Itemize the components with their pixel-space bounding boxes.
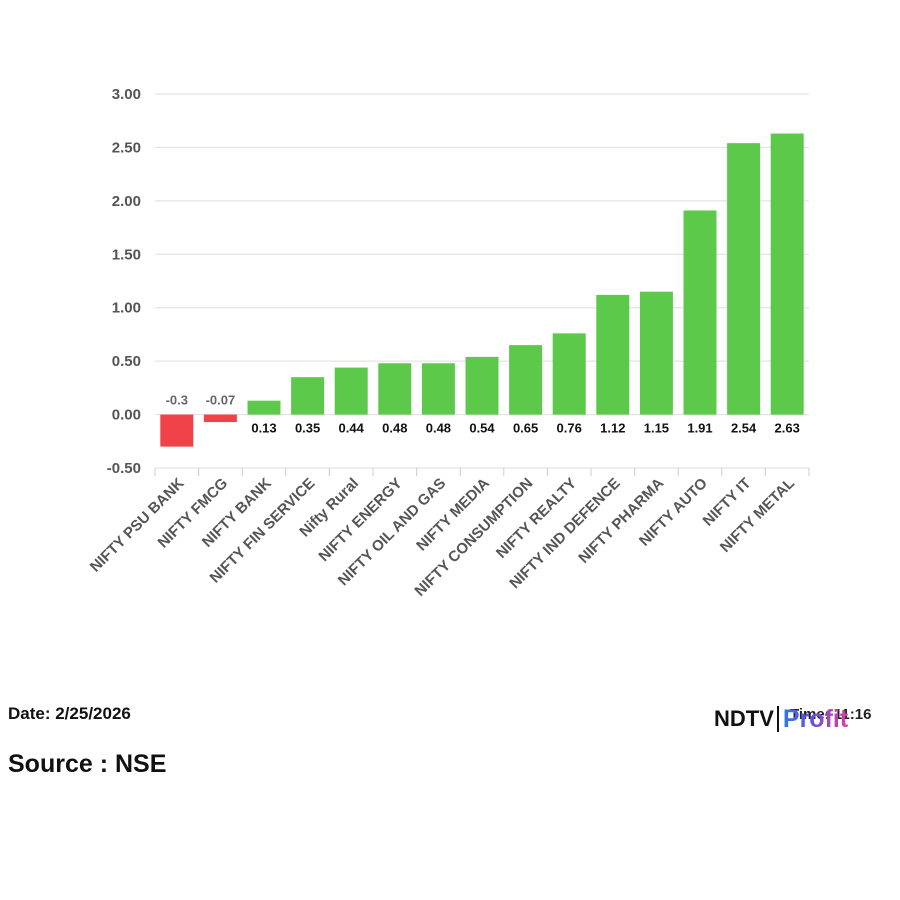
- y-tick-label: -0.50: [107, 460, 141, 477]
- bar: [727, 143, 761, 415]
- y-tick-label: 1.00: [112, 300, 141, 317]
- data-label: -0.3: [166, 393, 188, 408]
- data-label: 0.35: [295, 421, 320, 436]
- time-label: Time: 11:16: [790, 706, 872, 723]
- bars: [160, 133, 804, 447]
- ndtv-profit-logo: NDTV Profit: [714, 702, 848, 736]
- bar: [596, 294, 630, 415]
- bar: [683, 210, 717, 415]
- y-tick-label: 3.00: [112, 86, 141, 103]
- y-tick-label: 2.50: [112, 139, 141, 156]
- data-label: 0.44: [339, 421, 365, 436]
- bar: [552, 333, 586, 415]
- y-tick-label: 2.00: [112, 193, 141, 210]
- logo-separator: [776, 706, 779, 732]
- y-tick-label: 1.50: [112, 246, 141, 263]
- data-labels: -0.3 -0.07 0.13 0.35 0.44 0.48 0.48 0.54 0.65 0.7…: [166, 393, 800, 436]
- data-label: 0.48: [426, 421, 451, 436]
- bar: [378, 363, 412, 415]
- bar: [203, 414, 237, 423]
- bar: [770, 133, 804, 415]
- data-label: 2.54: [731, 421, 757, 436]
- data-label: 2.63: [775, 421, 800, 436]
- y-tick-label: 0.00: [112, 407, 141, 424]
- data-label: 0.54: [469, 421, 495, 436]
- data-label: -0.07: [206, 393, 236, 408]
- data-label: 1.15: [644, 421, 669, 436]
- bar: [160, 414, 194, 447]
- logo-profit-text: Profit: [782, 704, 849, 733]
- date-label: Date: 2/25/2026: [8, 704, 131, 723]
- bar: [509, 345, 543, 415]
- y-tick-label: 0.50: [112, 353, 141, 370]
- bar: [421, 363, 455, 415]
- bar: [465, 356, 499, 415]
- source-label: Source : NSE: [8, 750, 167, 778]
- bar-chart: 3.002.502.001.501.000.500.00-0.50 -0.3 -0…: [87, 86, 810, 600]
- bar: [639, 291, 673, 415]
- y-axis-tick-labels: 3.00 2.50 2.00 1.50 1.00 0.50 0.00 -0.50: [107, 86, 141, 477]
- bar: [291, 377, 325, 415]
- data-label: 1.91: [687, 421, 712, 436]
- data-label: 0.76: [557, 421, 582, 436]
- data-label: 0.65: [513, 421, 538, 436]
- data-label: 1.12: [600, 421, 625, 436]
- data-label: 0.48: [382, 421, 407, 436]
- bar: [334, 367, 368, 415]
- bar: [247, 400, 281, 415]
- data-label: 0.13: [251, 421, 276, 436]
- logo-ndtv-text: NDTV: [714, 706, 774, 731]
